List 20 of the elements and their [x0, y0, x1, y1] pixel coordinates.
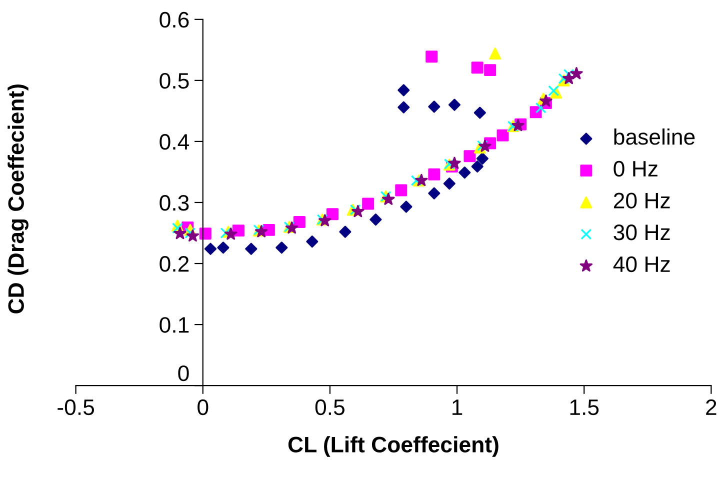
x-tick-label: 0	[198, 399, 208, 416]
x-tick-label: 2	[706, 399, 716, 415]
x-tick-label: 1	[452, 400, 462, 415]
y-tick-label: 0.3	[160, 195, 189, 211]
legend-label: baseline	[614, 128, 695, 145]
y-tick-label: 0.1	[160, 317, 189, 333]
legend-label: 40 Hz	[613, 256, 670, 272]
y-tick-label: 0.2	[160, 256, 189, 272]
x-tick-label: 0.5	[315, 399, 344, 416]
y-tick-label: 0.6	[160, 12, 189, 28]
y-tick-label: 0.5	[160, 72, 189, 89]
x-axis-title: CL (Lift Coeffecient)	[288, 436, 498, 457]
y-tick-label: 0	[178, 365, 189, 382]
legend-label: 20 Hz	[614, 192, 670, 208]
x-tick-label: 1.5	[570, 400, 599, 416]
legend-label: 30 Hz	[614, 224, 670, 240]
legend-label: 0 Hz	[614, 160, 658, 177]
y-axis-title: CD (Drag Coeffecient)	[8, 84, 28, 314]
x-tick-label: -0.5	[58, 399, 94, 416]
y-tick-label: 0.4	[160, 134, 190, 150]
